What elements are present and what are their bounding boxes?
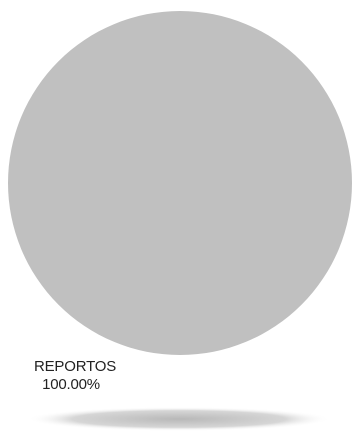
slice-percent: 100.00%	[42, 376, 100, 393]
slice-label-reportos: REPORTOS 100.00%	[34, 358, 117, 394]
pie-shadow	[27, 407, 331, 431]
pie-slice-reportos	[8, 11, 352, 355]
slice-name: REPORTOS	[34, 358, 117, 375]
